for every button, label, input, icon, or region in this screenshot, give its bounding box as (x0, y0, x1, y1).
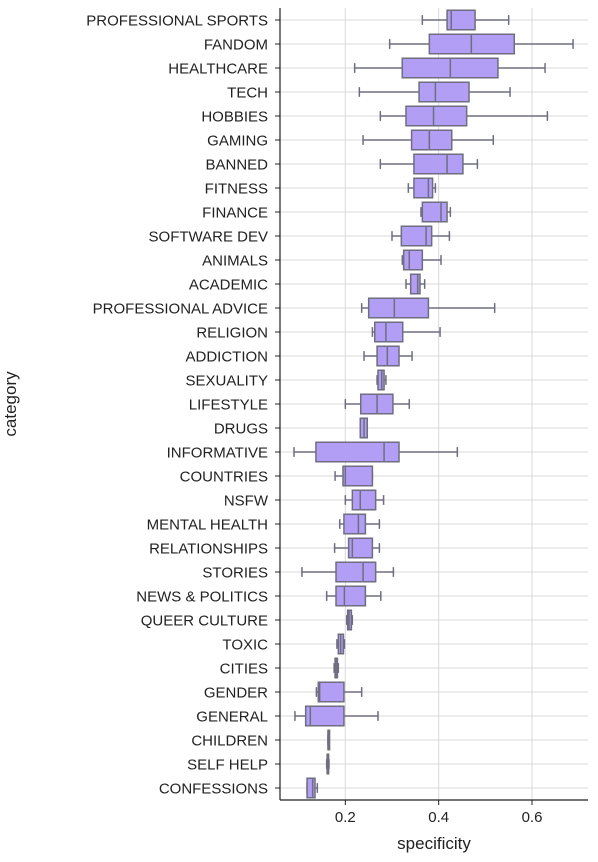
y-tick-label: SELF HELP (187, 757, 268, 774)
box-self-help (325, 753, 330, 775)
box-software-dev (391, 225, 451, 247)
box-professional-advice (360, 297, 496, 319)
iqr-box (400, 225, 433, 247)
y-tick-label: ACADEMIC (189, 277, 268, 294)
iqr-box (402, 249, 424, 271)
box-addiction (363, 345, 413, 367)
y-tick-label: DRUGS (214, 421, 268, 438)
iqr-box (335, 561, 377, 583)
y-tick-label: QUEER CULTURE (141, 613, 268, 630)
box-informative (293, 441, 459, 463)
iqr-box (315, 441, 400, 463)
box-sexuality (376, 369, 387, 391)
y-tick-label: SOFTWARE DEV (149, 229, 268, 246)
gridlines (280, 8, 588, 800)
y-tick-label: GAMING (207, 133, 268, 150)
iqr-box (317, 681, 345, 703)
y-tick-label: CHILDREN (191, 733, 268, 750)
box-drugs (359, 417, 369, 439)
y-tick-label: PROFESSIONAL ADVICE (93, 301, 268, 318)
y-tick-label: MENTAL HEALTH (147, 517, 268, 534)
box-finance (420, 201, 452, 223)
iqr-box (335, 585, 367, 607)
box-gaming (362, 129, 495, 151)
y-tick-label: BANNED (205, 157, 268, 174)
box-banned (379, 153, 479, 175)
iqr-box (304, 705, 345, 727)
iqr-box (343, 513, 367, 535)
box-countries (334, 465, 374, 487)
iqr-box (405, 105, 468, 127)
box-news-politics (325, 585, 382, 607)
y-tick-label: NSFW (224, 493, 269, 510)
y-tick-label: TECH (227, 85, 268, 102)
y-tick-label: RELIGION (196, 325, 268, 342)
x-tick-labels: 0.2 0.4 0.6 (335, 800, 543, 826)
iqr-box (409, 273, 421, 295)
box-fandom (388, 33, 574, 55)
y-tick-label: FANDOM (204, 37, 268, 54)
x-tick-label: 0.2 (335, 809, 356, 826)
y-tick-label: HOBBIES (201, 109, 268, 126)
y-tick-label: FITNESS (205, 181, 268, 198)
iqr-box (373, 321, 404, 343)
box-toxic (336, 633, 346, 655)
y-tick-label: CONFESSIONS (159, 781, 268, 798)
iqr-box (367, 297, 430, 319)
box-academic (405, 273, 426, 295)
box-cities (333, 657, 340, 679)
box-tech (358, 81, 511, 103)
y-tick-label: GENDER (204, 685, 268, 702)
y-tick-labels: PROFESSIONAL SPORTS FANDOM HEALTHCARE TECH H… (86, 13, 280, 798)
box-mental-health (338, 513, 381, 535)
y-tick-label: RELATIONSHIPS (149, 541, 268, 558)
y-tick-label: SEXUALITY (185, 373, 268, 390)
x-axis-label: specificity (397, 834, 471, 853)
y-tick-label: NEWS & POLITICS (136, 589, 268, 606)
box-queer-culture (345, 609, 354, 631)
box-healthcare (353, 57, 546, 79)
box-religion (371, 321, 441, 343)
box-gender (315, 681, 363, 703)
iqr-box (351, 489, 377, 511)
y-tick-label: HEALTHCARE (168, 61, 268, 78)
iqr-box (410, 129, 453, 151)
y-tick-label: ADDICTION (186, 349, 269, 366)
iqr-box (347, 537, 374, 559)
box-fitness (407, 177, 437, 199)
box-hobbies (379, 105, 549, 127)
iqr-box (342, 465, 374, 487)
y-tick-label: GENERAL (196, 709, 268, 726)
iqr-box (446, 9, 476, 31)
y-tick-label: STORIES (202, 565, 268, 582)
iqr-box (413, 177, 434, 199)
box-children (327, 729, 331, 751)
box-nsfw (344, 489, 385, 511)
y-tick-label: ANIMALS (202, 253, 268, 270)
y-tick-label: PROFESSIONAL SPORTS (86, 13, 268, 30)
box-relationships (333, 537, 381, 559)
iqr-box (413, 153, 464, 175)
y-tick-label: CITIES (220, 661, 268, 678)
x-tick-label: 0.6 (522, 809, 543, 826)
box-animals (401, 249, 442, 271)
y-axis-label: category (1, 371, 20, 437)
iqr-box (418, 81, 470, 103)
box-lifestyle (344, 393, 411, 415)
box-stories (301, 561, 395, 583)
y-tick-label: INFORMATIVE (167, 445, 268, 462)
iqr-box (421, 201, 448, 223)
box-professional-sports (421, 9, 510, 31)
box-general (294, 705, 379, 727)
box-confessions (306, 777, 319, 799)
y-tick-label: LIFESTYLE (189, 397, 268, 414)
boxes-layer (293, 9, 574, 799)
y-tick-label: COUNTRIES (180, 469, 268, 486)
y-tick-label: FINANCE (202, 205, 268, 222)
iqr-box (306, 777, 316, 799)
y-tick-label: TOXIC (222, 637, 268, 654)
x-tick-label: 0.4 (428, 809, 449, 826)
